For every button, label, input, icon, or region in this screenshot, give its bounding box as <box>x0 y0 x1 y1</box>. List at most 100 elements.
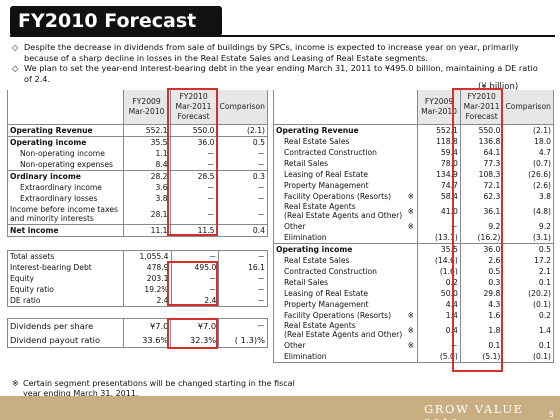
fy2010-value: 72.1 <box>459 180 503 191</box>
note-mark: ※ <box>407 222 414 231</box>
fy2010-value: － <box>169 159 217 171</box>
note-mark <box>404 169 418 180</box>
fy2010-highlight <box>167 88 218 236</box>
table-row: Retail Sales 78.0 77.3 (0.7) <box>273 158 554 169</box>
fy2010-value: 36.0 <box>169 136 217 148</box>
table-row: Dividends per share ¥7.0 ¥7.0 － <box>7 318 268 333</box>
fy2010-value: 36.0 <box>459 243 503 255</box>
table-row: Extraordinary losses 3.8 －－ <box>7 193 268 204</box>
row-label: Other <box>273 340 405 351</box>
fy2009-value: (13.1) <box>417 232 461 244</box>
bullet-text: Despite the decrease in dividends from s… <box>24 42 519 63</box>
comparison-value: － <box>218 273 268 284</box>
note-mark: ※ <box>407 192 414 201</box>
fy2010-value: 550.0 <box>169 124 217 137</box>
table-row: Ordinary income 28.2 28.5 0.3 <box>7 170 268 182</box>
comparison-value: 16.1 <box>218 262 268 273</box>
row-label: Income before income taxes and minority i… <box>7 204 124 225</box>
fy2010-value: － <box>170 273 219 284</box>
comparison-value: － <box>218 284 268 295</box>
fy2010-value: 550.0 <box>459 124 503 136</box>
row-label: Total assets <box>7 250 124 262</box>
note-mark <box>404 158 418 169</box>
table-row: Equity 203.1 －－ <box>7 273 268 284</box>
table-row: Other ※ － 9.2 9.2 <box>273 221 554 232</box>
fy2009-value: － <box>417 340 461 351</box>
fy2009-value: 8.4 <box>122 159 171 171</box>
comparison-value: － <box>216 193 268 204</box>
note-mark <box>404 288 418 299</box>
fy2010-value: 28.5 <box>169 170 217 182</box>
table-row: Operating Revenue 552.1 550.0 (2.1) <box>7 124 268 137</box>
page-title: FY2010 Forecast <box>10 6 222 36</box>
table-row: Real Estate Sales 118.8 136.8 18.0 <box>273 136 554 147</box>
comparison-value: 0.3 <box>216 170 268 182</box>
fy2010-value: 9.2 <box>459 221 503 232</box>
row-label: Other <box>273 221 405 232</box>
comparison-value: － <box>216 182 268 193</box>
balance-sheet-table: Total assets 1,055.4 －－ Interest-bearing De… <box>7 250 268 307</box>
row-label: Equity ratio <box>7 284 124 295</box>
footnote-text: Certain segment presentations will be ch… <box>23 379 295 398</box>
comparison-header: Comparison <box>216 90 268 125</box>
fy2010-value: 108.3 <box>459 169 503 180</box>
fy2009-value: 552.1 <box>417 124 461 136</box>
note-mark <box>404 124 418 136</box>
fy2010-value: 0.3 <box>459 277 503 288</box>
fy2009-value: 35.5 <box>417 243 461 255</box>
footnote: ※ Certain segment presentations will be … <box>12 379 314 399</box>
row-label: Retail Sales <box>273 277 405 288</box>
comparison-value: 3.8 <box>502 191 554 202</box>
fy2009-value: 2.4 <box>122 295 172 307</box>
row-label: Operating income <box>7 136 124 148</box>
comparison-value: (0.7) <box>502 158 554 169</box>
fy2010-highlight <box>167 318 218 349</box>
row-label: Extraordinary income <box>7 182 124 193</box>
table-row: Facility Operations (Resorts) ※ 1.4 1.6 0.2 <box>273 310 554 321</box>
table-row: Contracted Construction 59.4 64.1 4.7 <box>273 147 554 158</box>
note-mark <box>404 351 418 363</box>
comparison-value: 9.2 <box>502 221 554 232</box>
note-mark <box>404 277 418 288</box>
fy2009-value: 19.2% <box>122 284 172 295</box>
comparison-value: 4.7 <box>502 147 554 158</box>
row-label: Operating Revenue <box>273 124 405 136</box>
table-row: Operating income 35.5 36.0 0.5 <box>273 243 554 255</box>
row-label: DE ratio <box>7 295 124 307</box>
comparison-value: 0.5 <box>502 243 554 255</box>
fy2010-value: 29.8 <box>459 288 503 299</box>
fy2010-value: 1.8 <box>459 321 503 340</box>
bullet-1: ◇ Despite the decrease in dividends from… <box>12 42 544 63</box>
comparison-value: － <box>216 159 268 171</box>
table-row: Other ※ － 0.1 0.1 <box>273 340 554 351</box>
row-label: Facility Operations (Resorts) <box>273 310 405 321</box>
fy2010-value: 62.3 <box>459 191 503 202</box>
table-row: Real Estate Agents (Real Estate Agents an… <box>273 202 554 221</box>
comparison-value: － <box>218 295 268 307</box>
row-label: Interest-bearing Debt <box>7 262 124 273</box>
fy2009-value: 74.7 <box>417 180 461 191</box>
fy2009-value: 1,055.4 <box>122 250 172 262</box>
fy2010-value: － <box>170 250 219 262</box>
fy2009-value: 3.6 <box>122 182 171 193</box>
fy2009-value: 28.2 <box>122 170 171 182</box>
fy2010-value: 1.6 <box>459 310 503 321</box>
comparison-value: 18.0 <box>502 136 554 147</box>
fy2009-value: 552.1 <box>122 124 171 137</box>
comparison-value: 0.1 <box>502 277 554 288</box>
fy2010-highlight <box>452 88 503 372</box>
fy2009-value: 4.4 <box>417 299 461 310</box>
table-row: Non-operating income 1.1 －－ <box>7 148 268 159</box>
bullet-2: ◇ We plan to set the year-end interest-b… <box>12 63 544 84</box>
income-summary-table: FY2009 Mar-2010 FY2010 Mar-2011 Forecast Co… <box>7 90 268 237</box>
table-row: Non-operating expenses 8.4 －－ <box>7 159 268 171</box>
fy2010-header: FY2010 Mar-2011 Forecast <box>169 90 217 125</box>
fy2009-value: 50.0 <box>417 288 461 299</box>
fy2010-value: － <box>170 284 219 295</box>
row-label: Contracted Construction <box>273 147 405 158</box>
table-row: Retail Sales 0.2 0.3 0.1 <box>273 277 554 288</box>
fy2009-value: 0.4 <box>417 321 461 340</box>
comparison-value: － <box>218 250 268 262</box>
dividend-table: Dividends per share ¥7.0 ¥7.0 － Dividend pay… <box>7 318 268 348</box>
fy2009-value: 1.1 <box>122 148 171 159</box>
